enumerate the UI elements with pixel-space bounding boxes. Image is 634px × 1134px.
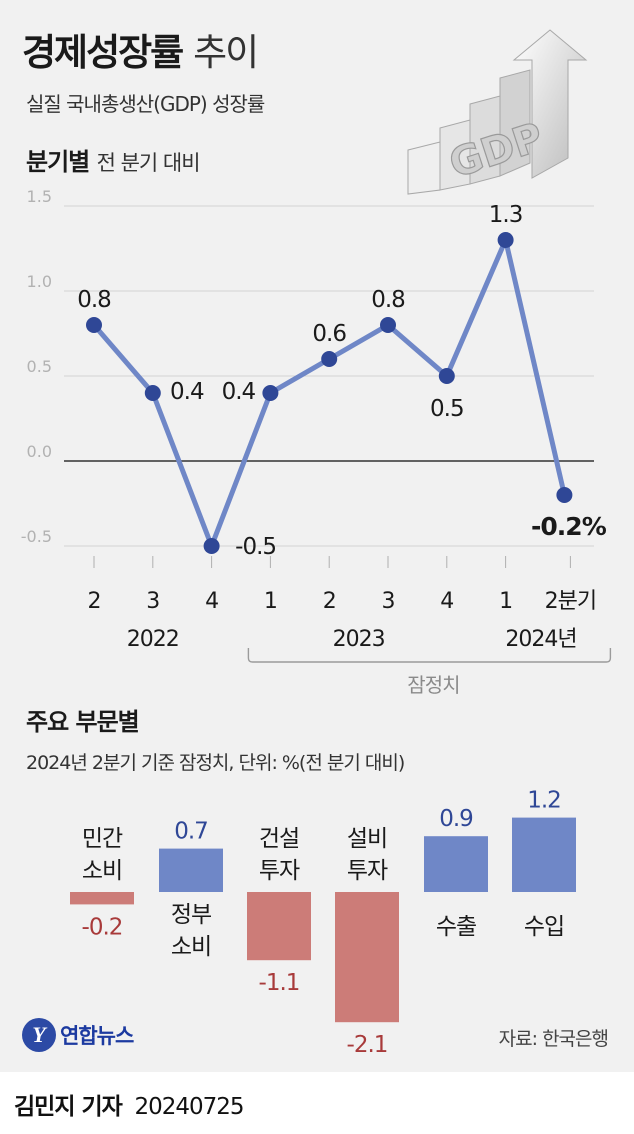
- sector-value-label: -1.1: [259, 970, 300, 996]
- sector-note: 2024년 2분기 기준 잠정치, 단위: %(전 분기 대비): [26, 752, 405, 774]
- line-chart-value-labels: 0.8 0.4 -0.5 0.4 0.6 0.8 0.5 1.3 -0.2%: [77, 202, 607, 560]
- sector-value-label: 1.2: [527, 790, 561, 814]
- y-tick-label: 1.0: [27, 272, 52, 291]
- y-tick-label: 1.5: [27, 190, 52, 206]
- x-tick-label: 1: [264, 589, 277, 614]
- provisional-label: 잠정치: [407, 673, 459, 697]
- sector-category-label: 민간: [82, 826, 123, 852]
- data-point: [86, 317, 102, 333]
- x-tick-label: 4: [440, 589, 453, 614]
- sector-bar: [512, 817, 576, 892]
- sector-value-label: -2.1: [347, 1032, 388, 1058]
- sector-bar: [70, 892, 134, 905]
- data-point: [203, 538, 220, 554]
- line-chart-x-ticks: 2 3 4 1 2 3 4 1 2분기: [88, 556, 597, 614]
- y-tick-label: 0.5: [27, 357, 52, 376]
- provisional-bracket: 잠정치: [247, 648, 612, 697]
- data-value-label: -0.2%: [531, 512, 607, 541]
- year-label: 2023: [333, 627, 385, 652]
- data-value-label: 0.4: [170, 379, 204, 405]
- page-subtitle: 실질 국내총생산(GDP) 성장률: [26, 92, 265, 116]
- data-point: [556, 487, 573, 503]
- sector-bar: [159, 848, 223, 892]
- sector-value-label: 0.7: [174, 819, 208, 845]
- sector-category-label: 정부: [171, 902, 211, 928]
- x-tick-label: 2: [88, 589, 101, 614]
- data-point: [438, 368, 455, 384]
- yonhap-logo-text: 연합뉴스: [60, 1024, 134, 1048]
- growth-line-series: [92, 237, 567, 549]
- sector-category-label: 건설: [259, 826, 299, 852]
- line-chart-gridlines: [64, 205, 594, 547]
- sector-heading: 주요 부문별: [26, 708, 140, 736]
- x-tick-label: 3: [382, 589, 395, 614]
- sector-category-label: 소비: [82, 858, 122, 884]
- data-value-label: 0.5: [430, 396, 464, 422]
- sector-bar: [335, 892, 399, 1023]
- quarterly-heading: 분기별 전 분기 대비: [26, 148, 201, 176]
- provisional-bracket-line: [247, 648, 612, 663]
- sector-bars: [70, 817, 576, 1023]
- yonhap-logo: Y 연합뉴스: [22, 1018, 134, 1052]
- line-chart-year-labels: 2022 2023 2024년: [127, 627, 578, 652]
- data-point: [144, 385, 161, 401]
- gdp-decoration-icon: GDP: [407, 29, 588, 195]
- data-point: [321, 351, 338, 367]
- page-title: 경제성장률 추이: [22, 31, 259, 74]
- sector-category-label: 투자: [347, 858, 388, 884]
- sector-category-label: 투자: [259, 858, 300, 884]
- sector-category-label: 수출: [436, 914, 476, 940]
- year-label: 2024년: [505, 627, 576, 652]
- sector-category-label: 소비: [171, 934, 211, 960]
- line-chart-points: [86, 232, 573, 554]
- sector-category-label: 수입: [524, 914, 564, 940]
- data-value-label: 0.8: [77, 287, 111, 313]
- sector-bar: [424, 836, 488, 892]
- yonhap-logo-icon: Y: [22, 1018, 56, 1052]
- data-point: [262, 385, 279, 401]
- data-value-label: 0.6: [312, 321, 346, 347]
- x-tick-label: 1: [499, 589, 512, 614]
- data-value-label: -0.5: [235, 534, 276, 560]
- sector-bar-chart: -0.20.7-1.1-2.10.91.2 민간소비정부소비건설투자설비투자수출…: [70, 790, 576, 1058]
- byline: 김민지 기자 20240725: [14, 1094, 245, 1120]
- data-point: [380, 317, 396, 333]
- x-tick-label: 4: [205, 589, 218, 614]
- data-value-label: 0.8: [371, 287, 405, 313]
- data-value-label: 1.3: [489, 202, 523, 228]
- y-tick-label: -0.5: [21, 527, 52, 546]
- sector-category-label: 설비: [347, 826, 387, 852]
- data-point: [497, 232, 514, 248]
- sector-bar: [247, 892, 311, 961]
- quarterly-line-chart: 1.51.00.50.0-0.5 0.80.4-0.50.40.60.80.51…: [21, 190, 612, 697]
- x-tick-label: 2분기: [545, 589, 596, 614]
- sector-value-labels: -0.2 0.7 -1.1 -2.1 0.9 1.2: [82, 790, 562, 1058]
- y-tick-label: 0.0: [27, 442, 52, 461]
- data-value-label: 0.4: [222, 379, 256, 405]
- year-label: 2022: [127, 627, 179, 652]
- line-chart-y-ticks: 1.5 1.0 0.5 0.0 -0.5: [21, 190, 52, 546]
- x-tick-label: 3: [146, 589, 159, 614]
- x-tick-label: 2: [323, 589, 336, 614]
- data-source: 자료: 한국은행: [498, 1028, 609, 1050]
- sector-value-label: -0.2: [82, 914, 123, 940]
- sector-value-label: 0.9: [439, 806, 473, 832]
